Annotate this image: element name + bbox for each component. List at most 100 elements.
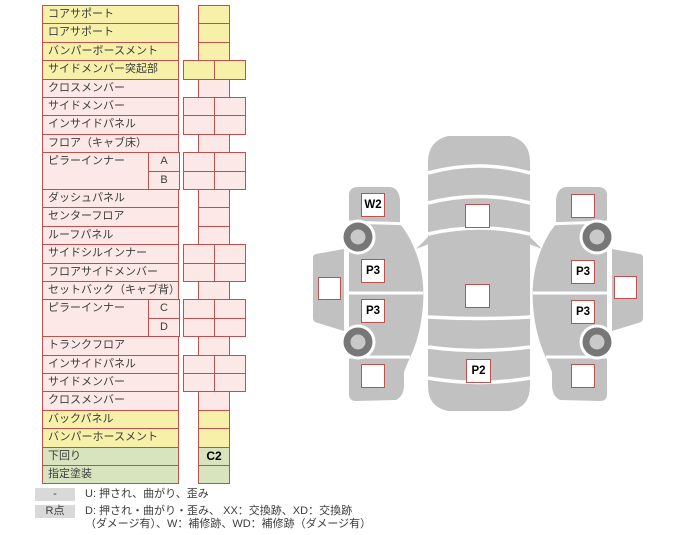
part-sub-label: A [148,152,180,172]
table-row: D [42,317,254,338]
damage-check-cell[interactable] [183,354,215,374]
marker-left-front-door[interactable]: P3 [361,259,385,283]
table-row: バックパネル [42,409,254,430]
part-label: バンパーボースメント [42,41,179,62]
damage-check-cell[interactable] [214,115,246,135]
damage-check-cell[interactable] [198,5,230,25]
legend-text-r: D: 押され・曲がり・歪み、 XX：交換跡、XD：交換跡 （ダメージ有）、W：補… [85,504,372,531]
legend-row-u: - U: 押され、曲がり、歪み [35,488,485,502]
marker-right-rear-door[interactable]: P3 [571,300,595,324]
marker-left-window[interactable] [318,277,341,300]
damage-check-cell[interactable] [198,281,230,301]
damage-check-cell[interactable] [214,170,246,190]
marker-left-front-fender[interactable]: W2 [361,193,385,217]
part-label: 下回り [42,446,179,466]
table-row: B [42,170,254,190]
table-row: インサイドパネル [42,115,254,135]
marker-right-front-fender[interactable] [571,194,595,218]
table-row: クロスメンバー [42,78,254,98]
part-label: サイドメンバー [42,97,179,117]
damage-check-cell[interactable] [214,244,246,264]
table-row: コアサポート [42,5,254,25]
damage-check-cell[interactable] [214,60,246,80]
damage-check-cell[interactable] [214,373,246,393]
table-row: ロアサポート [42,23,254,43]
marker-top-roof[interactable] [465,284,490,308]
damage-check-cell[interactable] [183,244,215,264]
marker-right-window[interactable] [614,276,637,299]
damage-check-cell[interactable] [198,465,230,485]
part-label: クロスメンバー [42,78,179,98]
table-row: フロアサイドメンバー [42,262,254,282]
damage-check-cell[interactable] [198,207,230,227]
damage-check-cell[interactable] [198,41,230,62]
damage-check-cell[interactable] [214,317,246,338]
table-row: 指定塗装 [42,465,254,485]
right-rear-wheel-icon [579,324,615,360]
damage-check-cell[interactable] [183,115,215,135]
marker-right-rear-fender[interactable] [571,364,595,388]
table-row: フロア（キャブ床） [42,133,254,154]
legend-badge-dash: - [35,488,75,501]
damage-check-cell[interactable] [214,97,246,117]
parts-table: コアサポート ロアサポート バンパーボースメント サイドメンバー突起部 クロスメンバーサ… [42,5,254,485]
damage-check-cell[interactable] [198,409,230,430]
marker-left-rear-fender[interactable] [361,364,385,388]
marker-top-trunk[interactable]: P2 [466,359,491,383]
part-label: 指定塗装 [42,465,179,485]
part-label: センターフロア [42,207,179,227]
table-row: ダッシュパネル [42,189,254,209]
left-mirror-icon [416,236,429,249]
damage-check-cell[interactable] [183,317,215,338]
marker-left-rear-door[interactable]: P3 [361,299,385,323]
car-diagram [313,136,643,411]
damage-check-cell[interactable] [198,225,230,246]
damage-check-cell[interactable] [183,170,215,190]
damage-check-cell[interactable] [214,354,246,374]
part-sub-label: B [148,170,180,190]
part-sub-label: C [148,299,180,319]
left-rear-wheel-icon [340,324,376,360]
damage-check-cell[interactable] [198,189,230,209]
damage-check-cell[interactable] [183,60,215,80]
part-sub-label: D [148,317,180,338]
damage-check-cell[interactable] [198,78,230,98]
legend-badge-rten: R点 [35,504,75,518]
part-label: バックパネル [42,409,179,430]
part-label: セットバック（キャブ背） [42,281,179,301]
legend-row-r: R点 D: 押され・曲がり・歪み、 XX：交換跡、XD：交換跡 （ダメージ有）、… [35,504,485,532]
table-row: インサイドパネル [42,354,254,374]
table-row: セットバック（キャブ背） [42,281,254,301]
damage-check-cell[interactable] [198,23,230,43]
left-front-wheel-icon [340,219,376,255]
part-label: サイドメンバー突起部 [42,60,179,80]
damage-check-cell[interactable]: C2 [198,446,230,466]
marker-top-hood[interactable] [465,204,490,228]
damage-check-cell[interactable] [214,152,246,172]
marker-right-front-door[interactable]: P3 [571,260,595,284]
part-label: フロアサイドメンバー [42,262,179,282]
legend: - U: 押され、曲がり、歪み R点 D: 押され・曲がり・歪み、 XX：交換跡… [35,488,485,535]
damage-check-cell[interactable] [183,262,215,282]
table-row: センターフロア [42,207,254,227]
table-row: トランクフロア [42,336,254,356]
damage-check-cell[interactable] [198,391,230,411]
damage-check-cell[interactable] [183,299,215,319]
right-mirror-icon [529,236,542,249]
table-row: ピラーインナー A [42,152,254,190]
damage-check-cell[interactable] [198,428,230,448]
damage-check-cell[interactable] [183,373,215,393]
legend-text-u: U: 押され、曲がり、歪み [85,488,209,500]
damage-check-cell[interactable] [198,133,230,154]
table-row: サイドメンバー [42,97,254,117]
table-row: サイドメンバー [42,373,254,393]
damage-check-cell[interactable] [214,262,246,282]
damage-check-cell[interactable] [198,336,230,356]
damage-check-cell[interactable] [183,97,215,117]
damage-check-cell[interactable] [183,152,215,172]
damage-check-cell[interactable] [214,299,246,319]
part-label: ピラーインナー [42,152,149,190]
part-label: インサイドパネル [42,115,179,135]
part-label: インサイドパネル [42,354,179,374]
